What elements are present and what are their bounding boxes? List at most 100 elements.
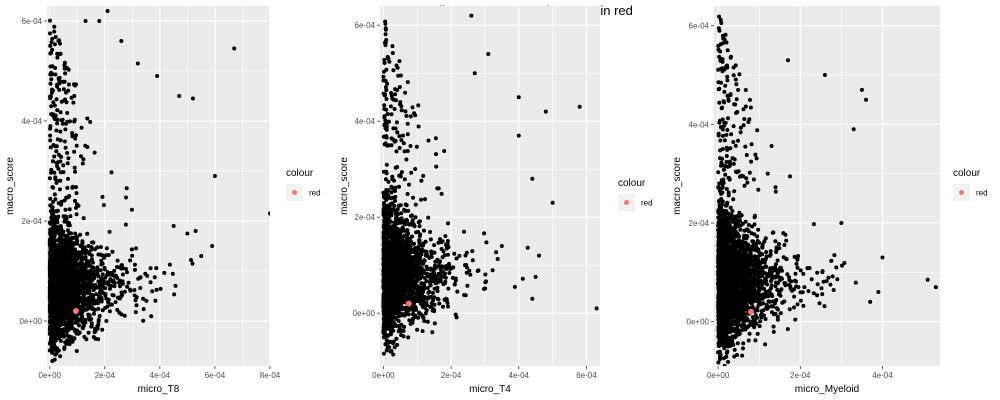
scatter-point (433, 259, 438, 264)
scatter-point (58, 300, 62, 305)
scatter-point (63, 276, 68, 281)
scatter-point (59, 253, 64, 257)
scatter-point (81, 294, 86, 298)
scatter-point (48, 196, 53, 201)
scatter-point (91, 265, 96, 270)
scatter-point (80, 161, 85, 166)
scatter-point (409, 266, 414, 271)
scatter-point (462, 229, 466, 234)
scatter-point (483, 272, 488, 277)
scatter-point (404, 113, 409, 118)
scatter-point (72, 235, 77, 240)
x-axis-title: micro_T8 (138, 384, 180, 395)
scatter-point (464, 265, 469, 270)
scatter-point (70, 257, 75, 262)
scatter-point (88, 269, 93, 273)
scatter-point (67, 231, 72, 236)
scatter-point (63, 216, 68, 221)
scatter-point (55, 121, 60, 126)
panel-2: 0e+00 2e-04 4e-04 6e-040e+002e-044e-046e-04… (339, 6, 653, 395)
scatter-point (71, 100, 76, 105)
scatter-point (48, 72, 53, 77)
scatter-point (185, 231, 190, 236)
scatter-point (87, 284, 92, 289)
scatter-point (66, 293, 71, 298)
scatter-point (58, 159, 63, 164)
scatter-point (403, 294, 407, 299)
scatter-point (79, 315, 84, 320)
scatter-point (393, 220, 398, 225)
scatter-point (58, 338, 63, 343)
scatter-point (55, 278, 60, 283)
scatter-point (404, 238, 409, 243)
scatter-point (65, 161, 70, 166)
scatter-point (90, 260, 95, 265)
scatter-point (401, 141, 406, 146)
scatter-point (122, 289, 127, 294)
scatter-point (96, 306, 101, 311)
scatter-point (520, 276, 525, 281)
x-tick-label: 4e-04 (150, 371, 171, 380)
scatter-point (115, 295, 120, 300)
scatter-point (417, 240, 422, 245)
scatter-point (55, 108, 60, 113)
scatter-point (55, 164, 60, 169)
scatter-point (52, 192, 57, 197)
scatter-point (70, 131, 75, 136)
scatter-point (53, 72, 58, 77)
x-tick-label: 8e-04 (260, 371, 281, 380)
scatter-point (141, 318, 146, 323)
scatter-point (106, 253, 111, 257)
scatter-point (422, 319, 427, 323)
scatter-point (85, 231, 90, 236)
scatter-point (122, 313, 127, 318)
scatter-point (89, 317, 94, 321)
scatter-point (56, 262, 61, 267)
scatter-point (452, 282, 457, 287)
scatter-point (73, 198, 77, 203)
scatter-point (57, 328, 62, 333)
scatter-point (408, 296, 413, 301)
scatter-point (63, 268, 68, 273)
scatter-point (55, 55, 60, 60)
scatter-point (65, 246, 70, 250)
scatter-point (382, 202, 387, 207)
scatter-point (67, 302, 72, 306)
scatter-point (68, 290, 73, 295)
scatter-point (132, 288, 137, 293)
scatter-point (391, 126, 396, 131)
scatter-point (405, 132, 410, 137)
scatter-point (77, 291, 82, 296)
scatter-point (77, 323, 81, 328)
scatter-point (394, 120, 399, 125)
scatter-point (419, 281, 424, 286)
x-tick-label: 6e-04 (205, 371, 226, 380)
scatter-point (92, 150, 97, 155)
scatter-point (430, 291, 435, 295)
scatter-point (397, 134, 402, 139)
scatter-point (133, 298, 138, 303)
scatter-point (58, 228, 63, 233)
scatter-point (413, 167, 418, 171)
scatter-point (48, 94, 53, 99)
scatter-point (422, 228, 426, 233)
scatter-point (113, 273, 118, 278)
scatter-point (52, 268, 57, 273)
scatter-point (63, 287, 68, 292)
scatter-point (398, 73, 403, 78)
scatter-point (108, 270, 113, 275)
scatter-point (405, 192, 410, 196)
scatter-point (81, 216, 86, 221)
scatter-point (133, 310, 138, 315)
scatter-point (49, 318, 53, 322)
scatter-point (439, 270, 444, 274)
scatter-point (126, 280, 131, 285)
scatter-point (154, 266, 159, 271)
scatter-point (382, 224, 387, 229)
scatter-point (383, 19, 388, 24)
scatter-point (65, 111, 70, 115)
scatter-point (136, 276, 141, 281)
scatter-point (65, 256, 70, 261)
scatter-point (417, 254, 422, 259)
